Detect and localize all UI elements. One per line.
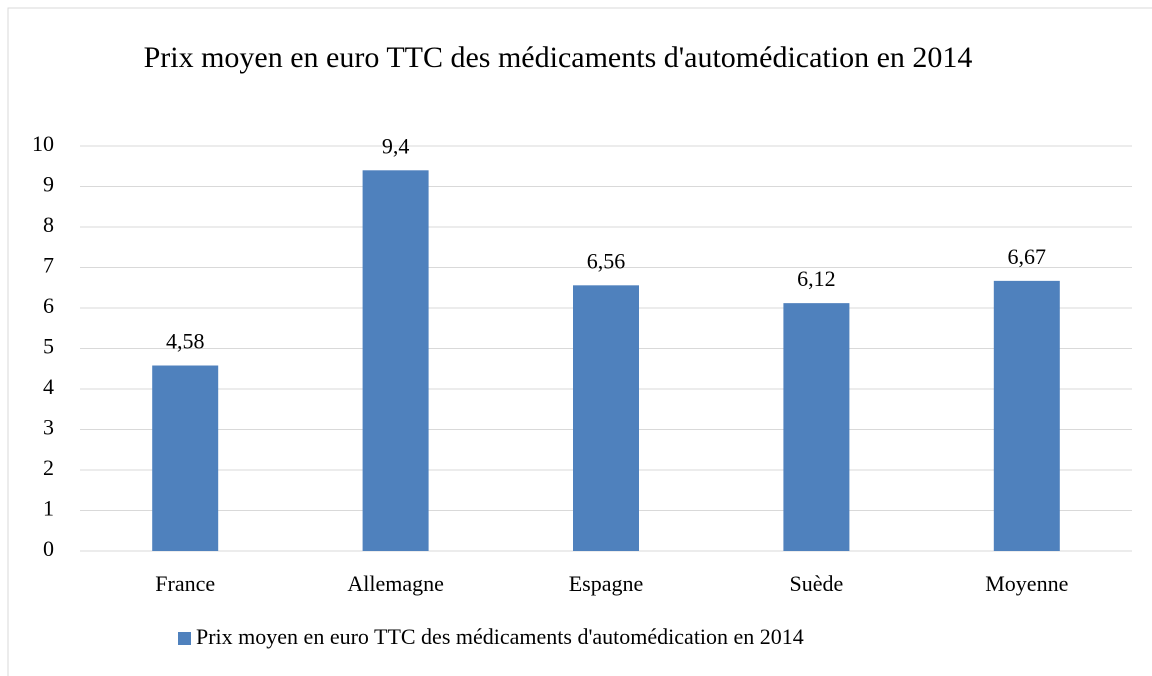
data-label: 6,56 [587, 248, 626, 273]
y-tick-label: 3 [43, 415, 54, 440]
chart-title: Prix moyen en euro TTC des médicaments d… [143, 41, 973, 74]
legend-swatch [178, 632, 191, 645]
x-tick-label: Suède [790, 571, 844, 596]
y-tick-label: 4 [43, 374, 54, 399]
bar [362, 170, 429, 552]
y-tick-label: 5 [43, 334, 54, 359]
y-tick-label: 2 [43, 455, 54, 480]
data-label: 6,12 [797, 266, 836, 291]
y-tick-label: 1 [43, 496, 54, 521]
data-label: 4,58 [166, 329, 205, 354]
legend-label: Prix moyen en euro TTC des médicaments d… [196, 624, 804, 649]
data-label: 6,67 [1008, 244, 1047, 269]
y-tick-label: 6 [43, 293, 54, 318]
x-tick-label: Espagne [569, 571, 644, 596]
y-tick-label: 9 [43, 172, 54, 197]
data-label: 9,4 [382, 133, 410, 158]
x-tick-label: France [155, 571, 215, 596]
x-tick-label: Allemagne [347, 571, 444, 596]
chart-border [7, 7, 1152, 676]
y-tick-label: 8 [43, 212, 54, 237]
y-tick-label: 0 [43, 536, 54, 561]
bar [993, 280, 1060, 551]
bar [573, 285, 639, 551]
x-tick-label: Moyenne [985, 571, 1068, 596]
bar [152, 365, 219, 551]
y-tick-label: 10 [32, 131, 54, 156]
bar [783, 303, 850, 551]
y-tick-label: 7 [43, 253, 54, 278]
